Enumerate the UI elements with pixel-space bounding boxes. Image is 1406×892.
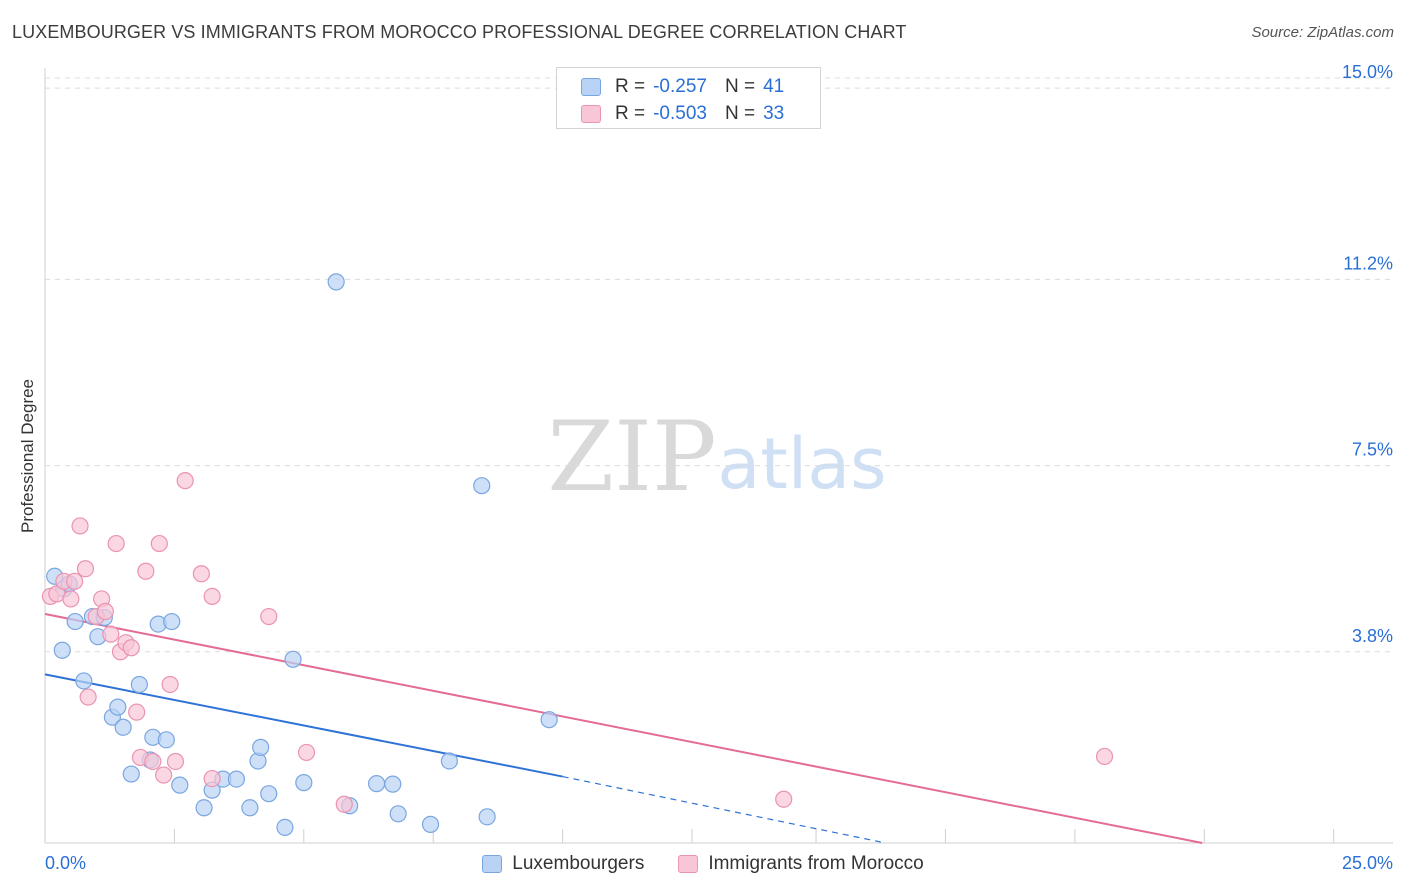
point-luxembourgers bbox=[540, 711, 558, 729]
point-luxembourgers bbox=[389, 805, 407, 823]
point-morocco bbox=[71, 517, 89, 535]
r-label: R = bbox=[615, 76, 646, 97]
point-luxembourgers bbox=[75, 672, 93, 690]
trend-line-morocco bbox=[44, 613, 1203, 844]
x-tick-label: 25.0% bbox=[1342, 853, 1393, 873]
point-morocco bbox=[79, 688, 97, 706]
point-luxembourgers bbox=[384, 775, 402, 793]
r-value: -0.503 bbox=[653, 103, 707, 124]
point-morocco bbox=[62, 590, 80, 608]
point-morocco bbox=[76, 560, 95, 578]
point-luxembourgers bbox=[327, 273, 345, 291]
tick-labels: 3.8% 7.5% 11.2% 15.0% 0.0% 25.0% bbox=[45, 62, 1393, 873]
legend-row-morocco: R = -0.503 N = 33 bbox=[581, 102, 784, 126]
point-luxembourgers bbox=[66, 612, 84, 631]
point-luxembourgers bbox=[421, 815, 440, 833]
trend-lines bbox=[44, 613, 1203, 844]
r-value: -0.257 bbox=[653, 76, 707, 97]
point-luxembourgers bbox=[122, 765, 140, 783]
point-morocco bbox=[66, 572, 84, 590]
y-tick-label: 15.0% bbox=[1342, 62, 1393, 82]
point-luxembourgers bbox=[260, 785, 278, 803]
source-label: Source: ZipAtlas.com bbox=[1251, 24, 1394, 41]
point-morocco bbox=[102, 625, 120, 643]
legend-item-luxembourgers[interactable]: Luxembourgers bbox=[482, 853, 644, 875]
n-label: N = bbox=[724, 76, 756, 97]
point-morocco bbox=[161, 675, 179, 694]
point-luxembourgers bbox=[157, 731, 175, 749]
n-value: 33 bbox=[763, 103, 785, 124]
legend-item-morocco[interactable]: Immigrants from Morocco bbox=[678, 853, 924, 875]
trend-line-luxembourgers bbox=[44, 673, 563, 778]
y-tick-label: 3.8% bbox=[1352, 626, 1393, 646]
point-luxembourgers bbox=[368, 775, 386, 793]
point-luxembourgers bbox=[53, 641, 71, 659]
point-morocco bbox=[137, 562, 155, 580]
point-luxembourgers bbox=[284, 650, 302, 668]
legend-label: Immigrants from Morocco bbox=[708, 853, 924, 874]
correlation-legend: R = -0.257 N = 41 R = -0.503 N = 33 bbox=[556, 67, 821, 129]
point-luxembourgers bbox=[171, 776, 189, 794]
n-label: N = bbox=[724, 103, 756, 124]
point-morocco bbox=[176, 472, 194, 490]
point-morocco bbox=[150, 534, 168, 553]
point-morocco bbox=[166, 752, 185, 771]
watermark: ZIP atlas bbox=[547, 401, 886, 513]
series-morocco bbox=[41, 472, 1114, 813]
legend-swatch-pink bbox=[581, 105, 601, 123]
point-luxembourgers bbox=[227, 770, 246, 788]
point-morocco bbox=[96, 602, 114, 621]
point-morocco bbox=[144, 752, 162, 771]
point-luxembourgers bbox=[473, 477, 491, 495]
point-luxembourgers bbox=[295, 774, 313, 792]
data-points bbox=[41, 273, 1114, 836]
x-tick-label: 0.0% bbox=[45, 853, 86, 873]
point-morocco bbox=[775, 790, 793, 808]
point-luxembourgers bbox=[109, 698, 127, 716]
point-luxembourgers bbox=[276, 818, 294, 836]
point-morocco bbox=[128, 703, 146, 721]
point-morocco bbox=[260, 607, 278, 626]
legend-label: Luxembourgers bbox=[512, 853, 645, 874]
point-morocco bbox=[203, 587, 221, 606]
y-tick-label: 7.5% bbox=[1352, 440, 1393, 460]
n-value: 41 bbox=[763, 76, 785, 97]
point-morocco bbox=[335, 795, 353, 813]
point-luxembourgers bbox=[252, 738, 270, 756]
point-morocco bbox=[297, 743, 316, 762]
gridlines bbox=[45, 77, 1393, 653]
point-morocco bbox=[192, 565, 210, 583]
point-luxembourgers bbox=[114, 718, 132, 736]
legend-swatch-blue bbox=[581, 78, 601, 96]
point-luxembourgers bbox=[195, 799, 213, 817]
legend-row-luxembourgers: R = -0.257 N = 41 bbox=[581, 75, 784, 99]
point-luxembourgers bbox=[241, 799, 259, 817]
y-tick-label: 11.2% bbox=[1343, 253, 1393, 273]
point-morocco bbox=[155, 766, 173, 784]
point-morocco bbox=[1095, 747, 1114, 766]
chart-title: LUXEMBOURGER VS IMMIGRANTS FROM MOROCCO … bbox=[12, 22, 907, 42]
point-luxembourgers bbox=[478, 808, 496, 826]
watermark-atlas: atlas bbox=[717, 423, 886, 505]
point-luxembourgers bbox=[440, 752, 458, 770]
point-morocco bbox=[203, 769, 221, 788]
trend-extension-luxembourgers bbox=[562, 775, 881, 843]
point-luxembourgers bbox=[163, 612, 181, 631]
point-luxembourgers bbox=[130, 675, 148, 694]
legend-swatch-blue bbox=[482, 855, 503, 873]
legend-swatch-pink bbox=[678, 855, 699, 873]
series-legend: Luxembourgers Immigrants from Morocco bbox=[0, 851, 1406, 877]
r-label: R = bbox=[615, 103, 646, 124]
point-morocco bbox=[122, 639, 140, 657]
watermark-zip: ZIP bbox=[547, 401, 716, 513]
point-morocco bbox=[107, 534, 125, 553]
